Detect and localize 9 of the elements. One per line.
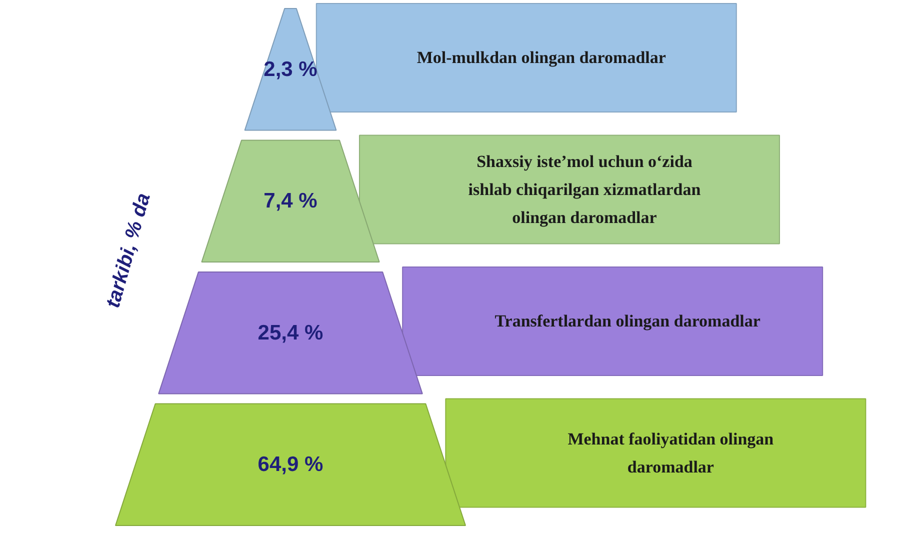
category-label: Mehnat faoliyatidan olingan daromadlar <box>568 429 774 476</box>
text: tarkibi, % da <box>102 190 155 310</box>
category-label: Shaxsiy iste’mol uchun o‘zida ishlab chiqarilgan xizmatlardan olingan daromadlar <box>468 152 702 227</box>
data-label: 25,4 % <box>258 321 324 344</box>
data-label: 64,9 % <box>258 453 324 476</box>
data-label: 7,4 % <box>264 190 318 213</box>
category-label: Mol-mulkdan olingan daromadlar <box>416 48 666 68</box>
category-label: Transfertlardan olingan daromadlar <box>494 312 761 331</box>
data-label: 2,3 % <box>264 58 318 81</box>
